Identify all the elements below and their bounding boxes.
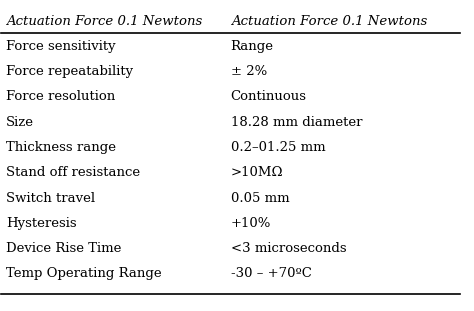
Text: -30 – +70ºC: -30 – +70ºC (231, 267, 311, 281)
Text: Force repeatability: Force repeatability (6, 65, 133, 78)
Text: <3 microseconds: <3 microseconds (231, 242, 346, 255)
Text: +10%: +10% (231, 217, 271, 230)
Text: Continuous: Continuous (231, 91, 307, 104)
Text: Device Rise Time: Device Rise Time (6, 242, 121, 255)
Text: Temp Operating Range: Temp Operating Range (6, 267, 162, 281)
Text: Thickness range: Thickness range (6, 141, 116, 154)
Text: 0.05 mm: 0.05 mm (231, 192, 289, 205)
Text: 0.2–01.25 mm: 0.2–01.25 mm (231, 141, 325, 154)
Text: Actuation Force 0.1 Newtons: Actuation Force 0.1 Newtons (6, 15, 202, 28)
Text: Stand off resistance: Stand off resistance (6, 166, 140, 179)
Text: Range: Range (231, 40, 273, 53)
Text: Hysteresis: Hysteresis (6, 217, 77, 230)
Text: >10MΩ: >10MΩ (231, 166, 283, 179)
Text: Force resolution: Force resolution (6, 91, 115, 104)
Text: ± 2%: ± 2% (231, 65, 267, 78)
Text: Size: Size (6, 116, 34, 129)
Text: Switch travel: Switch travel (6, 192, 95, 205)
Text: Force sensitivity: Force sensitivity (6, 40, 116, 53)
Text: Actuation Force 0.1 Newtons: Actuation Force 0.1 Newtons (231, 15, 427, 28)
Text: 18.28 mm diameter: 18.28 mm diameter (231, 116, 362, 129)
